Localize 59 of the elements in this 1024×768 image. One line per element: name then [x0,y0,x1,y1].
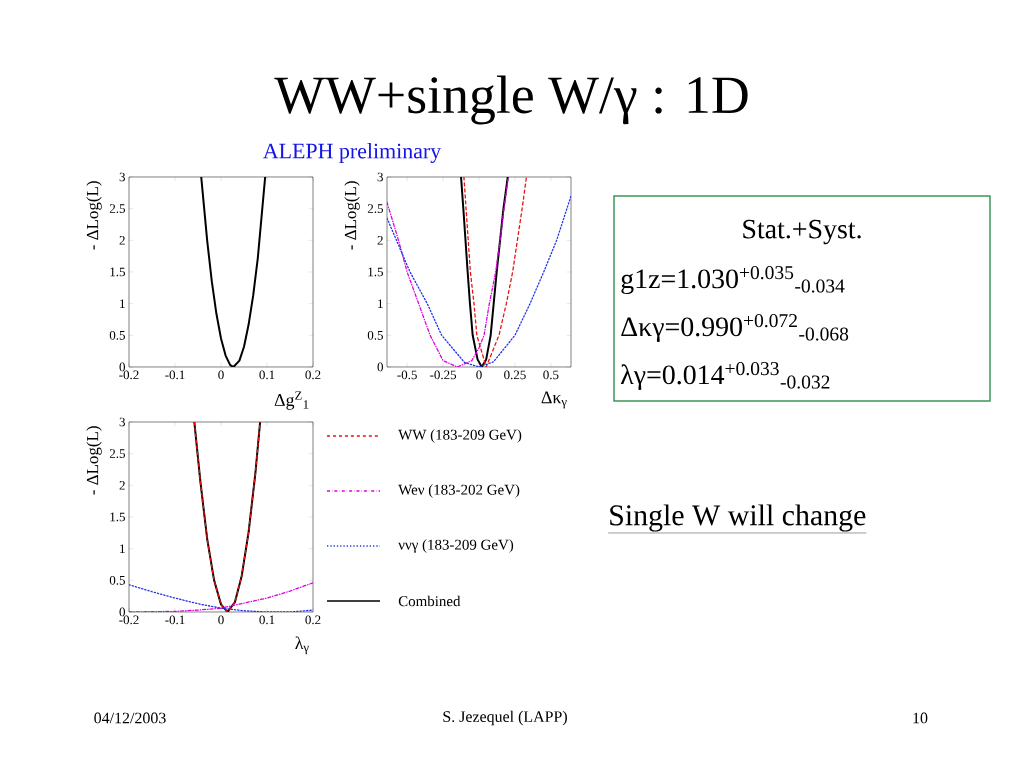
y-tick-label: 2.5 [109,204,125,214]
y-axis-title: - ΔLog(L) [344,181,360,250]
y-tick-label: 0 [119,607,125,617]
text: Single W will change [610,504,866,532]
x-axis-title: Δg$^{Z}$1 [274,391,309,410]
x-tick-label: 0.2 [305,370,321,380]
y-tick-label: 0 [119,362,125,372]
x-tick-label: 0.5 [543,370,559,380]
text: S. Jezequel (LAPP) [443,710,567,726]
x-tick-label: -0.1 [165,370,185,380]
y-tick-label: 1.5 [110,512,125,522]
y-tick-label: 0 [377,362,383,372]
line-series [463,176,528,367]
y-tick-label: 1.5 [110,267,125,277]
y-axis-title: - ΔLog(L) [86,426,102,495]
y-tick-label: 1.5 [368,267,383,277]
y-tick-label: 0.5 [109,330,125,340]
x-tick-label: -0.25 [430,370,457,380]
chart-subtitle: ALEPH preliminary [263,143,442,163]
legend-label: Combined [398,595,461,607]
x-axis-title: λ$_{γ}$ [295,636,309,655]
y-axis-title: - ΔLog(L) [86,181,102,250]
line-series [387,195,572,367]
text: Δκγ=0.990$^{+0.072}$-0.068 [621,314,849,342]
x-tick-label: 0 [218,370,224,380]
y-tick-label: 0.5 [109,575,125,585]
legend-label: WW (183-209 GeV) [398,429,522,443]
x-tick-label: -0.1 [165,615,185,625]
y-tick-label: 2 [119,236,125,245]
y-tick-label: 3 [119,417,125,427]
y-tick-label: 1 [120,544,125,553]
y-tick-label: 1 [120,299,125,308]
x-tick-label: 0.25 [504,370,526,380]
text: 10 [913,712,928,724]
line-series [387,176,509,367]
x-tick-label: -0.2 [119,615,139,625]
legend-label: ννγ (183-209 GeV) [398,539,514,553]
x-tick-label: 0.1 [259,370,275,380]
y-tick-label: 2 [377,236,383,245]
text: Stat.+Syst. [743,219,861,245]
x-tick-label: 0 [476,370,482,380]
text: g1z=1.030$^{+0.035}$-0.034 [621,266,845,294]
text: WW+single W/γ : 1D [274,75,748,125]
y-tick-label: 3 [119,172,125,182]
x-tick-label: 0 [218,615,224,625]
y-tick-label: 3 [377,172,383,182]
legend-label: Weν (183-202 GeV) [398,484,520,498]
x-tick-label: -0.2 [119,370,139,380]
y-tick-label: 2 [119,481,125,490]
y-tick-label: 2.5 [367,204,383,214]
y-tick-label: 1 [378,299,383,308]
text: λγ=0.014$^{+0.033}$-0.032 [620,362,830,390]
y-tick-label: 2.5 [109,449,125,459]
y-tick-label: 0.5 [367,330,383,340]
x-axis-title: Δκ$_{γ}$ [541,391,567,409]
text: 04/12/2003 [94,712,166,724]
x-tick-label: 0.1 [259,615,275,625]
x-tick-label: 0.2 [305,615,321,625]
x-tick-label: -0.5 [397,370,417,380]
